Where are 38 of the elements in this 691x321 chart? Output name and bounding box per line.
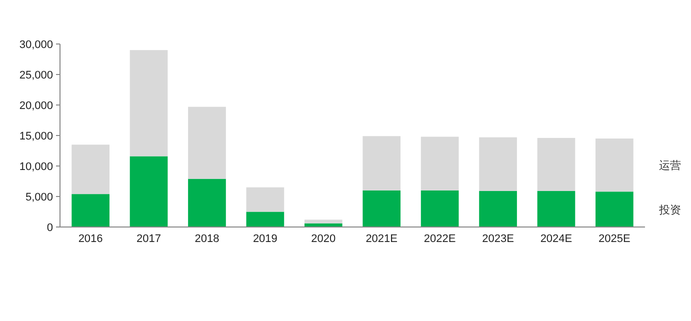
x-tick-label: 2024E <box>540 233 572 245</box>
bar <box>537 191 576 227</box>
x-tick-label: 2021E <box>366 233 398 245</box>
bar <box>72 144 110 194</box>
x-tick-label: 2016 <box>78 233 103 245</box>
bar <box>537 138 576 192</box>
bar <box>130 50 168 156</box>
y-tick-label: 20,000 <box>19 100 53 112</box>
bar <box>596 138 634 192</box>
y-tick-label: 25,000 <box>19 70 53 82</box>
bar <box>362 136 401 190</box>
bar <box>420 136 459 190</box>
bar <box>596 192 634 227</box>
x-tick-label: 2017 <box>136 233 162 245</box>
x-tick-label: 2019 <box>252 233 278 245</box>
bar <box>420 190 459 227</box>
bar <box>246 212 284 227</box>
bar <box>246 187 284 212</box>
x-tick-label: 2025E <box>598 233 630 245</box>
bar <box>362 190 401 227</box>
bar <box>479 137 517 192</box>
y-tick-label: 5,000 <box>25 192 53 204</box>
bar <box>479 191 517 227</box>
x-tick-label: 2022E <box>424 233 456 245</box>
y-tick-label: 30,000 <box>19 39 53 51</box>
x-tick-label: 2018 <box>194 233 220 245</box>
y-tick-label: 10,000 <box>19 161 53 173</box>
bar <box>130 156 168 227</box>
text: 运营 <box>659 159 681 172</box>
y-tick-label: 15,000 <box>19 130 53 142</box>
bar <box>304 220 342 224</box>
bar <box>188 106 226 179</box>
text: 投资 <box>658 204 681 216</box>
y-tick-label: 0 <box>46 222 53 234</box>
x-tick-label: 2020 <box>311 233 336 245</box>
x-tick-label: 2023E <box>482 233 514 245</box>
bar <box>72 194 110 227</box>
bar <box>188 178 226 227</box>
